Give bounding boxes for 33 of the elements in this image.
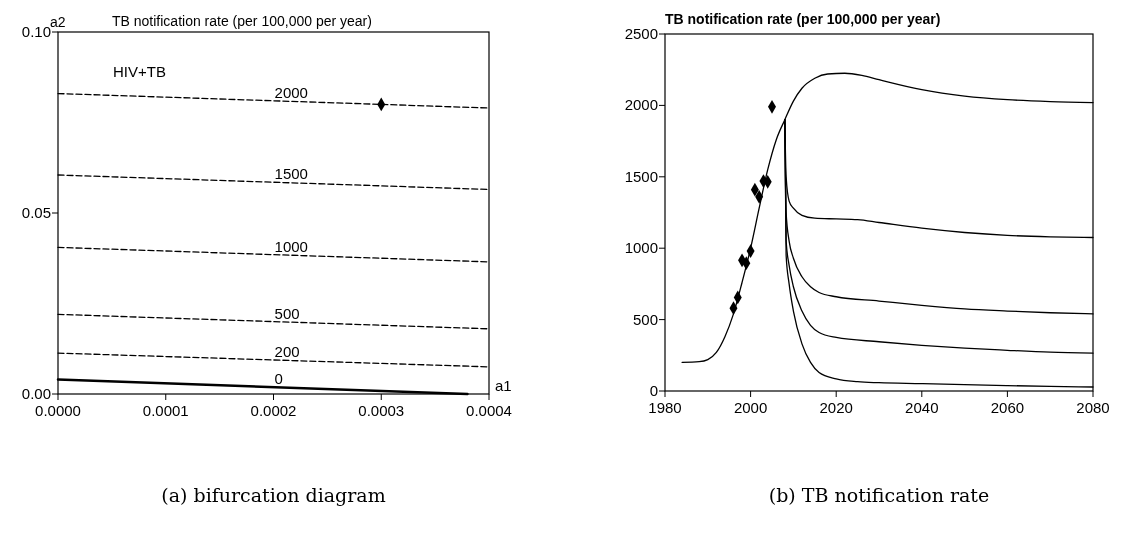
x-tick-label: 2060	[990, 399, 1025, 416]
x-tick-label: 0.0003	[358, 402, 405, 419]
x-tick-label: 2000	[733, 399, 768, 416]
x-tick-label: 2040	[905, 399, 939, 416]
x-tick-label: 0.0001	[142, 402, 189, 419]
y-axis-title: a2	[50, 14, 66, 30]
series-label: 2000	[274, 83, 308, 101]
chart-title: TB notification rate (per 100,000 per year)	[112, 13, 372, 29]
x-tick-label: 0.0000	[35, 402, 81, 419]
series-label: 1000	[274, 237, 308, 255]
series-label: 500	[274, 304, 300, 322]
y-tick-label: 0.10	[21, 23, 51, 40]
text: (b) TB notification rate	[768, 484, 990, 506]
y-tick-label: 1000	[624, 239, 658, 257]
text: (a) bifurcation diagram	[161, 484, 386, 506]
y-tick-label: 2500	[624, 25, 658, 42]
y-tick-label: 1500	[624, 167, 658, 185]
series-label: 200	[274, 342, 300, 360]
x-tick-label: 0.0002	[250, 402, 297, 419]
x-tick-label: 2020	[819, 399, 853, 416]
y-tick-label: 500	[632, 310, 658, 328]
series-label: 1500	[274, 165, 308, 183]
annotation: HIV+TB	[113, 63, 166, 80]
y-tick-label: 0.00	[21, 385, 51, 402]
y-tick-label: 0	[649, 382, 658, 399]
x-axis-title: a1	[495, 377, 512, 394]
series-label: 0	[274, 369, 283, 387]
y-tick-label: 2000	[624, 96, 658, 114]
chart-title: TB notification rate (per 100,000 per year)	[665, 11, 941, 27]
x-tick-label: 0.0004	[466, 402, 512, 419]
x-tick-label: 2080	[1076, 399, 1110, 416]
y-tick-label: 0.05	[21, 204, 51, 221]
x-tick-label: 1980	[648, 399, 682, 416]
